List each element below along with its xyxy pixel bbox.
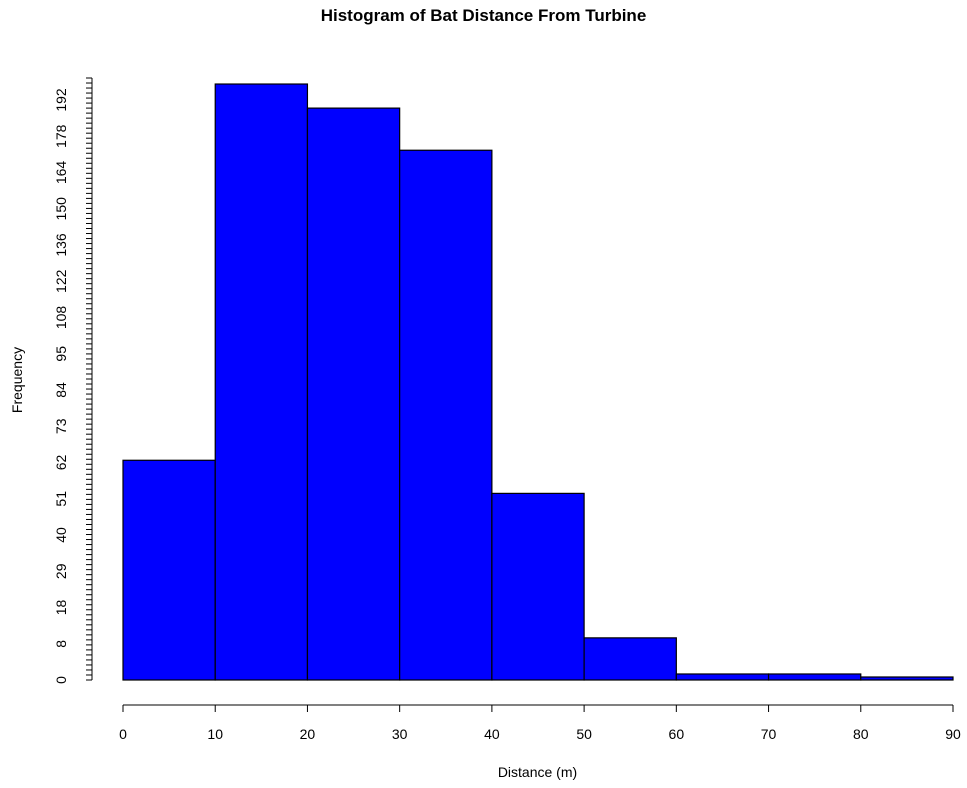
histogram-bar-5 [583,637,677,681]
x-tick-label: 30 [392,726,408,742]
histogram-bar-7 [767,673,862,681]
histogram-bar-8 [860,676,954,681]
y-axis: 0 8 18 29 40 51 62 73 84 95 108 122 136 150 164 178 192 [53,77,93,684]
histogram-bar-0 [122,459,216,681]
chart-title: Histogram of Bat Distance From Turbine [320,6,647,25]
y-tick-label: 136 [53,233,69,257]
x-axis: 0 10 20 30 40 50 60 70 80 90 [119,704,961,742]
y-tick-label: 122 [53,269,69,293]
y-tick-label: 73 [53,418,69,434]
y-tick-label: 0 [53,676,69,684]
histogram-bar-2 [306,107,401,681]
y-tick-label: 164 [53,161,69,185]
x-tick-label: 80 [853,726,869,742]
y-tick-label: 62 [53,455,69,471]
y-tick-label: 95 [53,346,69,362]
x-tick-label: 0 [119,726,127,742]
histogram-bar-3 [399,149,493,681]
y-tick-label: 29 [53,563,69,579]
y-tick-label: 178 [53,124,69,148]
x-tick-label: 20 [300,726,316,742]
x-axis-label: Distance (m) [497,764,578,780]
y-tick-label: 18 [53,600,69,616]
x-tick-label: 60 [669,726,685,742]
histogram-bar-1 [214,83,309,681]
x-tick-label: 10 [207,726,223,742]
x-tick-label: 70 [761,726,777,742]
x-tick-label: 90 [945,726,961,742]
histogram-bar-4 [491,492,585,681]
y-tick-label: 192 [53,88,69,112]
y-tick-label: 8 [53,640,69,648]
y-tick-label: 84 [53,382,69,398]
y-tick-label: 40 [53,527,69,543]
histogram-bar-6 [675,673,770,681]
y-axis-label: Frequency [9,346,25,414]
y-tick-label: 108 [53,306,69,330]
x-tick-label: 50 [576,726,592,742]
bars-group [122,83,954,681]
x-tick-label: 40 [484,726,500,742]
y-tick-label: 51 [53,491,69,507]
y-tick-label: 150 [53,197,69,221]
